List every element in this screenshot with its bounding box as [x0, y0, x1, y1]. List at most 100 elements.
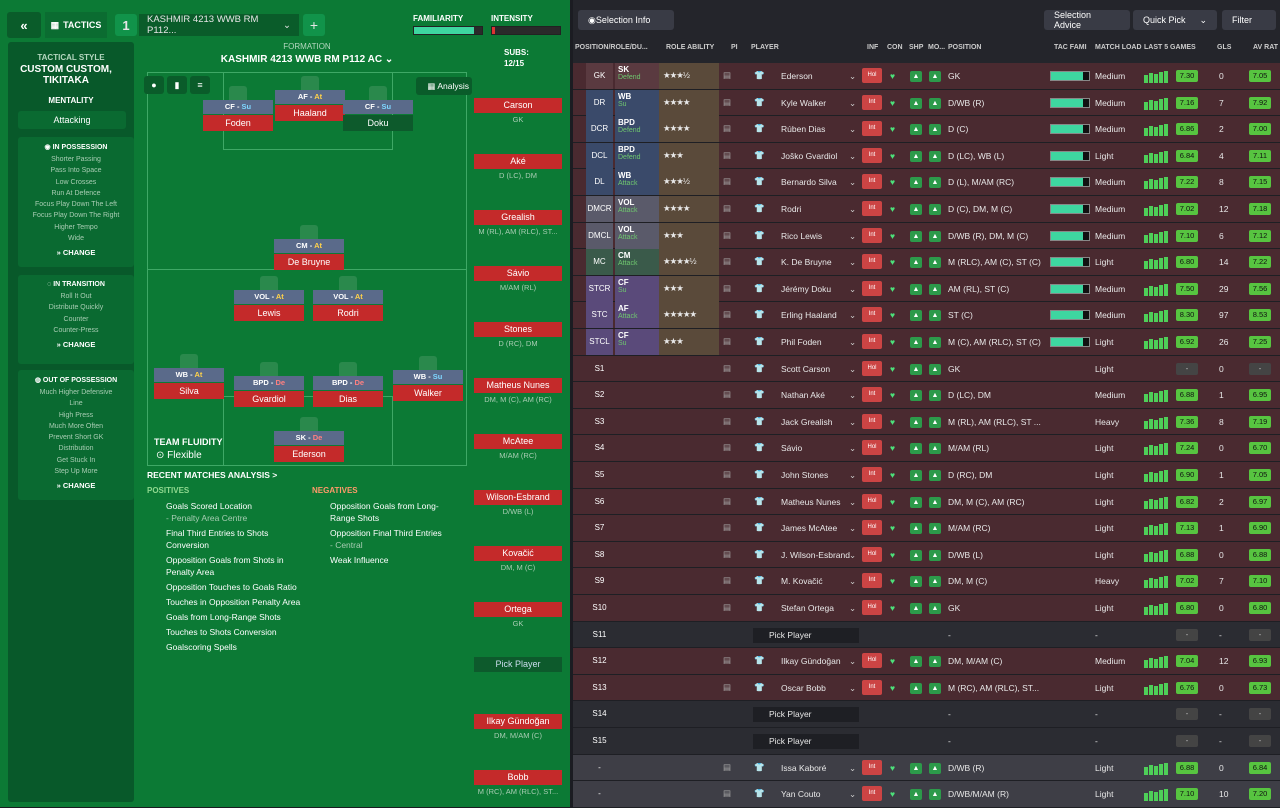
table-row[interactable]: - ▤ 👕 Yan Couto ⌄ Int ♥ ▲ ▲ D/WB/M/AM (R) Light 7.1… [573, 781, 1280, 808]
slot-label[interactable]: DMCR [586, 196, 613, 222]
sub-player[interactable]: Grealish M (RL), AM (RLC), ST... [474, 210, 562, 240]
tactic-slot[interactable]: 1 [115, 14, 137, 36]
pi-icon[interactable]: ▤ [723, 149, 732, 160]
chevron-down-icon[interactable]: ⌄ [849, 283, 857, 294]
selection-info-dropdown[interactable]: ◉ Selection Info [578, 10, 674, 30]
table-row[interactable]: S3 ▤ 👕 Jack Grealish ⌄ Int ♥ ▲ ▲ M (RL), AM (RLC)… [573, 408, 1280, 436]
pi-icon[interactable]: ▤ [723, 362, 732, 373]
player-name[interactable]: Matheus Nunes [781, 496, 841, 507]
pitch-player[interactable]: CF - Su Doku [343, 86, 413, 134]
roles-view-icon[interactable]: ≡ [190, 76, 210, 94]
chevron-down-icon[interactable]: ⌄ [849, 603, 857, 613]
role-cell[interactable]: CF Su [615, 275, 659, 302]
role-cell[interactable]: WB Attack [615, 169, 659, 196]
sub-player[interactable]: Stones D (RC), DM [474, 322, 562, 352]
slot-label[interactable]: DCL [586, 142, 613, 169]
pi-icon[interactable]: ▤ [723, 575, 732, 586]
table-row[interactable]: S5 ▤ 👕 John Stones ⌄ Int ♥ ▲ ▲ D (RC), DM Light 6.9… [573, 462, 1280, 489]
chevron-down-icon[interactable]: ⌄ [849, 124, 857, 135]
column-header[interactable]: ROLE ABILITY [666, 44, 715, 51]
column-header[interactable]: TAC FAMI [1054, 44, 1087, 51]
pitch-player[interactable]: CM - At De Bruyne [274, 225, 344, 273]
slot-label[interactable]: DR [586, 89, 613, 116]
pick-player-slot[interactable]: Pick Player [474, 657, 562, 687]
table-row[interactable]: STCL CF Su ★★★ ▤ 👕 Phil Foden ⌄ Int ♥ ▲ ▲ M (C), AM … [573, 329, 1280, 356]
chevron-down-icon[interactable]: ⌄ [849, 390, 857, 401]
table-row[interactable]: S14 Pick Player - - - - - [573, 701, 1280, 728]
chevron-down-icon[interactable]: ⌄ [849, 789, 857, 800]
player-name[interactable]: Kyle Walker [781, 97, 827, 108]
table-row[interactable]: GK SK Defend ★★★½ ▤ 👕 Ederson ⌄ Hol ♥ ▲ ▲ GK Medium 7.… [573, 63, 1280, 90]
pi-icon[interactable]: ▤ [723, 415, 732, 426]
role-cell[interactable]: SK Defend [615, 63, 659, 89]
slot-label[interactable]: STCL [586, 329, 613, 355]
slot-label[interactable]: S13 [592, 682, 607, 692]
table-row[interactable]: S8 ▤ 👕 J. Wilson-Esbrand ⌄ Hol ♥ ▲ ▲ D/WB (L) Ligh… [573, 541, 1280, 569]
player-view-icon[interactable]: ● [144, 76, 164, 94]
familiarity-bar[interactable] [413, 26, 483, 35]
slot-label[interactable]: S14 [592, 709, 607, 719]
column-header[interactable]: MATCH LOAD [1095, 44, 1142, 51]
pitch-player[interactable]: BPD - De Gvardiol [234, 362, 304, 410]
table-row[interactable]: DMCR VOL Attack ★★★★ ▤ 👕 Rodri ⌄ Int ♥ ▲ ▲ D (C), DM… [573, 196, 1280, 223]
column-header[interactable]: LAST 5 GAMES [1144, 44, 1196, 51]
sub-player[interactable]: McAtee M/AM (RC) [474, 434, 562, 464]
slot-label[interactable]: - [598, 762, 601, 772]
sub-player[interactable]: Kovačić DM, M (C) [474, 546, 562, 576]
chevron-down-icon[interactable]: ⌄ [849, 443, 857, 454]
table-row[interactable]: S12 ▤ 👕 Ilkay Gündoğan ⌄ Hol ♥ ▲ ▲ DM, M/AM (C) Me… [573, 648, 1280, 675]
player-name[interactable]: Yan Couto [781, 789, 821, 800]
player-name[interactable]: Stefan Ortega [781, 603, 834, 613]
pi-icon[interactable]: ▤ [723, 123, 732, 134]
chevron-down-icon[interactable]: ⌄ [849, 257, 857, 268]
player-name[interactable]: Rúben Dias [781, 124, 826, 135]
role-cell[interactable]: WB Su [615, 89, 659, 116]
column-header[interactable]: POSITION [948, 44, 982, 51]
pi-icon[interactable]: ▤ [723, 176, 732, 187]
pick-player-dropdown[interactable]: Pick Player [753, 734, 859, 749]
pitch-player[interactable]: VOL - At Lewis [234, 276, 304, 324]
pi-icon[interactable]: ▤ [723, 389, 732, 400]
slot-label[interactable]: DMCL [586, 222, 613, 249]
table-row[interactable]: DMCL VOL Attack ★★★ ▤ 👕 Rico Lewis ⌄ Int ♥ ▲ ▲ D/WB … [573, 222, 1280, 250]
table-row[interactable]: S4 ▤ 👕 Sávio ⌄ Hol ♥ ▲ ▲ M/AM (RL) Light 7.24 0 6.70 [573, 435, 1280, 462]
chevron-down-icon[interactable]: ⌄ [849, 416, 857, 427]
formation-name-dropdown[interactable]: KASHMIR 4213 WWB RM P112 AC ⌄ [220, 54, 394, 65]
slot-label[interactable]: - [598, 789, 601, 799]
slot-label[interactable]: DCR [586, 116, 613, 143]
role-cell[interactable]: BPD Defend [615, 116, 659, 143]
table-row[interactable]: S2 ▤ 👕 Nathan Aké ⌄ Int ♥ ▲ ▲ D (LC), DM Medium 6.8… [573, 382, 1280, 409]
slot-label[interactable]: S1 [594, 363, 605, 373]
collapse-button[interactable]: « [7, 12, 41, 38]
chevron-down-icon[interactable]: ⌄ [849, 71, 857, 81]
pi-icon[interactable]: ▤ [723, 522, 732, 533]
in-possession-change-button[interactable]: » CHANGE [56, 248, 96, 258]
slot-label[interactable]: S6 [594, 496, 605, 506]
chevron-down-icon[interactable]: ⌄ [849, 177, 857, 188]
slot-label[interactable]: S10 [592, 603, 607, 612]
column-header[interactable]: PI [731, 44, 738, 51]
player-name[interactable]: Rodri [781, 204, 802, 214]
tactics-tab[interactable]: ▦ TACTICS [45, 12, 107, 38]
column-header[interactable]: INF [867, 44, 879, 51]
table-row[interactable]: S9 ▤ 👕 M. Kovačić ⌄ Int ♥ ▲ ▲ DM, M (C) Heavy 7.02 7… [573, 568, 1280, 595]
role-cell[interactable]: BPD Defend [615, 142, 659, 169]
table-row[interactable]: S13 ▤ 👕 Oscar Bobb ⌄ Int ♥ ▲ ▲ M (RC), AM (RLC), … [573, 674, 1280, 702]
table-row[interactable]: DL WB Attack ★★★½ ▤ 👕 Bernardo Silva ⌄ Int ♥ ▲ ▲ D (… [573, 169, 1280, 196]
chevron-down-icon[interactable]: ⌄ [849, 682, 857, 693]
chevron-down-icon[interactable]: ⌄ [849, 470, 857, 480]
pi-icon[interactable]: ▤ [723, 203, 732, 213]
slot-label[interactable]: GK [586, 63, 613, 89]
player-name[interactable]: Nathan Aké [781, 390, 825, 401]
table-row[interactable]: STC AF Attack ★★★★★ ▤ 👕 Erling Haaland ⌄ Int ♥ ▲ ▲ S… [573, 302, 1280, 329]
pick-player-dropdown[interactable]: Pick Player [753, 627, 859, 643]
pitch-player[interactable]: VOL - At Rodri [313, 276, 383, 324]
slot-label[interactable]: S12 [592, 656, 607, 666]
mentality-dropdown[interactable]: Attacking [18, 111, 126, 129]
pi-icon[interactable]: ▤ [723, 602, 732, 612]
player-name[interactable]: Issa Kaboré [781, 762, 827, 773]
chevron-down-icon[interactable]: ⌄ [849, 230, 857, 241]
chevron-down-icon[interactable]: ⌄ [849, 363, 857, 374]
column-header[interactable]: AV RAT [1253, 44, 1279, 51]
quick-pick-button[interactable]: Quick Pick ⌄ [1133, 10, 1217, 30]
